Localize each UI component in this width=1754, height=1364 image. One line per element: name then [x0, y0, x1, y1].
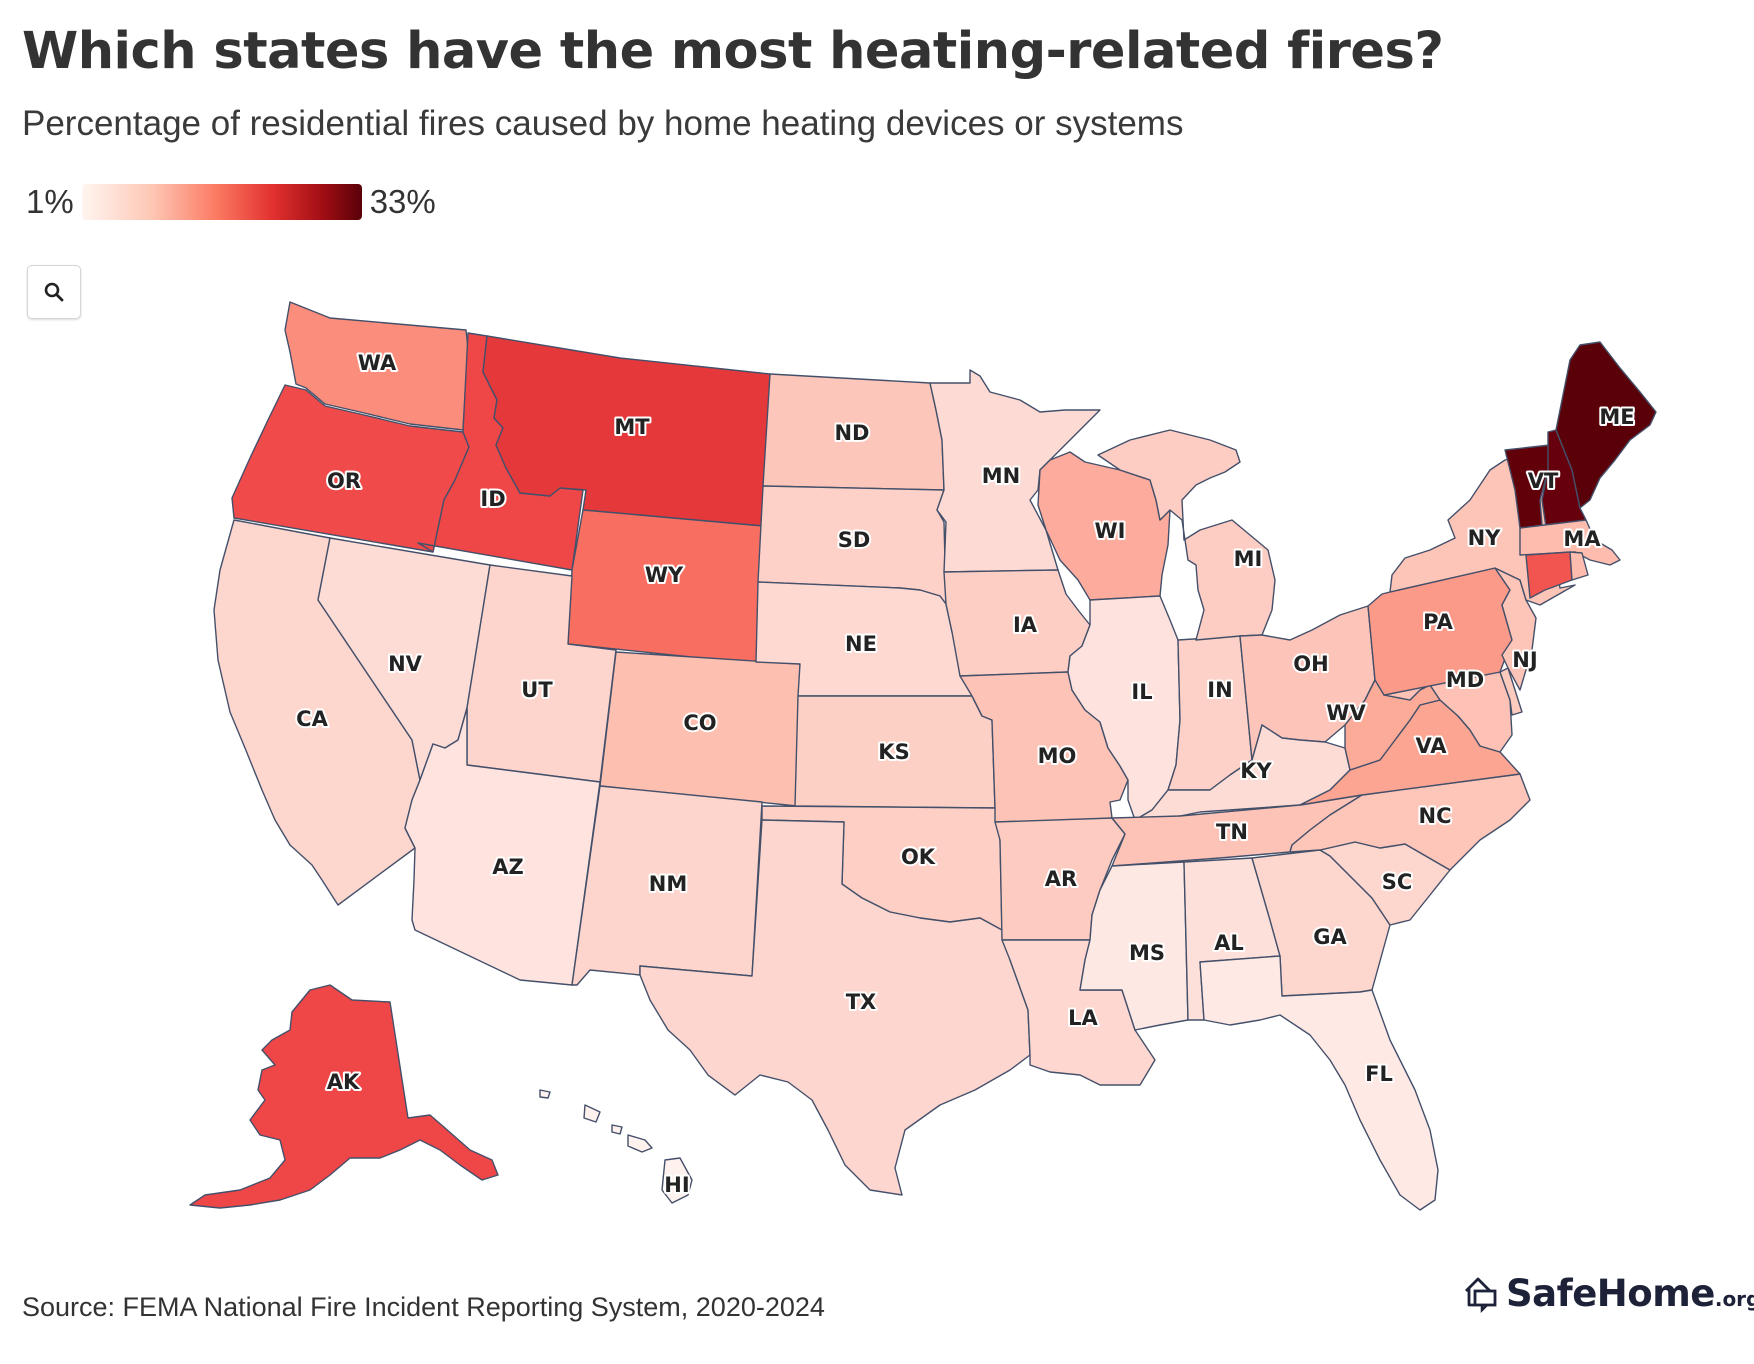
state-label-GA: GA — [1313, 925, 1347, 949]
state-label-TX: TX — [846, 990, 877, 1014]
state-label-AL: AL — [1214, 931, 1244, 955]
state-label-ME: ME — [1599, 405, 1634, 429]
state-FL[interactable] — [1199, 955, 1439, 1211]
state-MI[interactable] — [1097, 429, 1276, 641]
state-label-UT: UT — [521, 678, 553, 702]
state-label-TN: TN — [1216, 820, 1248, 844]
state-label-OH: OH — [1293, 652, 1328, 676]
state-label-ND: ND — [834, 421, 869, 445]
state-label-CO: CO — [683, 711, 716, 735]
state-label-SD: SD — [838, 528, 871, 552]
state-label-MN: MN — [982, 464, 1020, 488]
state-label-CA: CA — [296, 707, 328, 731]
state-label-WV: WV — [1326, 701, 1366, 725]
house-icon — [1465, 1277, 1497, 1313]
state-label-PA: PA — [1423, 610, 1453, 634]
state-TX[interactable] — [639, 819, 1031, 1196]
state-label-WA: WA — [358, 351, 397, 375]
state-WI[interactable] — [1037, 451, 1171, 601]
state-label-KS: KS — [878, 740, 909, 764]
state-label-MD: MD — [1446, 668, 1484, 692]
chart-subtitle: Percentage of residential fires caused b… — [22, 104, 1184, 143]
state-label-MO: MO — [1038, 744, 1077, 768]
state-label-AK: AK — [327, 1070, 360, 1094]
state-CT[interactable] — [1525, 551, 1573, 599]
state-label-ID: ID — [480, 487, 505, 511]
state-label-VT: VT — [1528, 469, 1559, 493]
state-label-MS: MS — [1129, 941, 1165, 965]
map-zoom-button[interactable] — [27, 265, 81, 319]
state-label-LA: LA — [1068, 1006, 1098, 1030]
state-labels: WA OR MT ID WY CA NV UT AZ CO NM ND SD NE KS OK TX MN IA MO… — [294, 349, 1636, 1199]
source-note: Source: FEMA National Fire Incident Repo… — [22, 1292, 825, 1322]
state-label-NJ: NJ — [1512, 648, 1537, 672]
legend-min-label: 1% — [26, 183, 74, 220]
state-label-MT: MT — [614, 415, 650, 439]
state-label-AR: AR — [1045, 867, 1077, 891]
state-shapes — [189, 301, 1657, 1211]
logo-tld: .org — [1714, 1287, 1754, 1311]
state-label-HI: HI — [664, 1173, 689, 1197]
state-HI[interactable] — [661, 1157, 693, 1204]
state-ME[interactable] — [1555, 341, 1657, 509]
state-label-NE: NE — [845, 632, 877, 656]
state-HI-islands — [539, 1089, 653, 1153]
logo-text: SafeHome — [1506, 1272, 1715, 1315]
state-NC[interactable] — [1289, 773, 1531, 871]
state-label-MI: MI — [1234, 547, 1263, 571]
state-label-VA: VA — [1415, 734, 1447, 758]
chart-title: Which states have the most heating-relat… — [22, 22, 1444, 81]
state-label-OK: OK — [901, 845, 936, 869]
state-label-SC: SC — [1382, 870, 1413, 894]
state-label-KY: KY — [1240, 759, 1272, 783]
state-WY[interactable] — [567, 509, 764, 665]
state-label-NY: NY — [1468, 526, 1502, 550]
state-label-WI: WI — [1095, 519, 1126, 543]
search-icon — [44, 282, 64, 302]
state-label-IL: IL — [1131, 680, 1152, 704]
state-label-WY: WY — [645, 563, 684, 587]
state-label-NV: NV — [388, 652, 423, 676]
state-label-OR: OR — [327, 469, 361, 493]
state-label-IN: IN — [1207, 678, 1232, 702]
state-RI[interactable] — [1569, 551, 1589, 581]
state-label-AZ: AZ — [492, 855, 523, 879]
state-AK[interactable] — [189, 984, 499, 1209]
state-label-IA: IA — [1013, 613, 1038, 637]
color-legend: 1% 33% — [26, 182, 436, 222]
state-WA[interactable] — [284, 301, 469, 431]
legend-max-label: 33% — [369, 183, 436, 220]
safehome-logo[interactable]: SafeHome .org — [1462, 1272, 1754, 1315]
state-label-NC: NC — [1419, 804, 1452, 828]
state-AZ[interactable] — [404, 707, 601, 986]
state-label-FL: FL — [1365, 1062, 1393, 1086]
legend-gradient-bar — [81, 184, 362, 220]
state-label-MA: MA — [1563, 527, 1601, 551]
state-label-NM: NM — [649, 872, 687, 896]
